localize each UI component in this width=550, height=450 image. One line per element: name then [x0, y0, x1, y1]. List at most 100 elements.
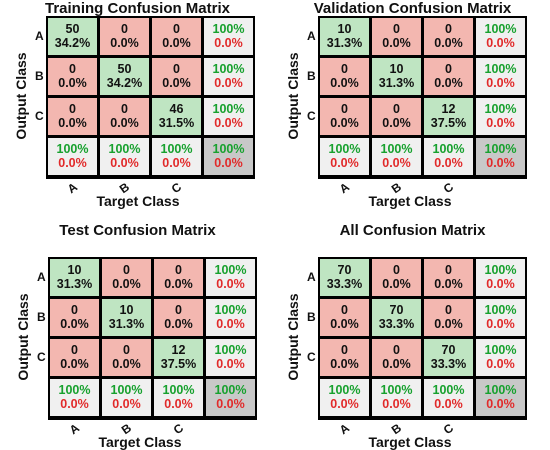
cell-percent: 0.0%	[162, 156, 191, 170]
row-tick-label: C	[35, 109, 44, 123]
row-tick-label: B	[307, 69, 316, 83]
cell-percent: 0.0%	[58, 116, 87, 130]
matrix-cell: 50 34.2%	[47, 17, 98, 56]
row-tick-label: A	[307, 270, 316, 284]
matrix-cell: 70 33.3%	[371, 298, 422, 337]
row-summary-cell: 100% 0.0%	[203, 17, 254, 56]
cell-percent: 0.0%	[214, 36, 243, 50]
cell-percent: 31.3%	[326, 36, 363, 50]
cell-value: 0	[341, 102, 348, 116]
cell-value: 100%	[484, 383, 517, 397]
matrix-cell: 50 34.2%	[99, 57, 150, 96]
col-summary-cell: 100% 0.0%	[423, 378, 474, 417]
cell-percent: 0.0%	[60, 397, 89, 411]
cell-percent: 31.3%	[108, 317, 145, 331]
cell-value: 0	[341, 343, 348, 357]
matrix-cell: 0 0.0%	[423, 258, 474, 297]
col-summary-cell: 100% 0.0%	[371, 378, 422, 417]
cell-value: 12	[441, 102, 456, 116]
overall-accuracy-cell: 100% 0.0%	[205, 378, 256, 417]
matrix-cell: 70 33.3%	[423, 338, 474, 377]
matrix-cell: 46 31.5%	[151, 97, 202, 136]
cell-value: 100%	[212, 142, 245, 156]
cell-percent: 0.0%	[486, 277, 515, 291]
matrix-cell: 70 33.3%	[319, 258, 370, 297]
cell-value: 10	[389, 62, 404, 76]
panel-title: Training Confusion Matrix	[44, 0, 230, 17]
cell-percent: 0.0%	[434, 317, 463, 331]
cell-value: 100%	[214, 343, 247, 357]
row-summary-cell: 100% 0.0%	[475, 298, 526, 337]
cell-value: 70	[441, 343, 456, 357]
col-summary-cell: 100% 0.0%	[153, 378, 204, 417]
col-summary-cell: 100% 0.0%	[371, 137, 422, 176]
cell-value: 46	[169, 102, 184, 116]
panel-title: Validation Confusion Matrix	[313, 0, 512, 17]
cell-value: 100%	[56, 142, 89, 156]
cell-percent: 0.0%	[110, 116, 139, 130]
cell-value: 100%	[484, 102, 517, 116]
matrix-cell: 0 0.0%	[319, 57, 370, 96]
confusion-grid: 10 31.3% 0 0.0% 0 0.0% 100% 0.0% 0 0.0% 10 31.3% 0 0.…	[48, 257, 257, 420]
row-summary-cell: 100% 0.0%	[203, 97, 254, 136]
cell-value: 100%	[380, 142, 413, 156]
overall-accuracy-cell: 100% 0.0%	[203, 137, 254, 176]
cell-value: 0	[445, 303, 452, 317]
confusion-grid: 10 31.3% 0 0.0% 0 0.0% 100% 0.0% 0 0.0% 10 31.3% 0 0.…	[318, 16, 527, 179]
matrix-cell: 10 31.3%	[101, 298, 152, 337]
cell-value: 0	[71, 343, 78, 357]
col-summary-cell: 100% 0.0%	[49, 378, 100, 417]
y-axis-label: Output Class	[285, 293, 301, 381]
col-summary-cell: 100% 0.0%	[99, 137, 150, 176]
cell-value: 100%	[484, 62, 517, 76]
cell-percent: 33.3%	[326, 277, 363, 291]
cell-value: 0	[71, 303, 78, 317]
cell-percent: 0.0%	[382, 397, 411, 411]
x-axis-label: Target Class	[98, 434, 182, 450]
cell-value: 0	[445, 263, 452, 277]
matrix-cell: 0 0.0%	[49, 338, 100, 377]
matrix-cell: 0 0.0%	[49, 298, 100, 337]
cell-value: 100%	[214, 263, 247, 277]
matrix-cell: 0 0.0%	[423, 57, 474, 96]
col-summary-cell: 100% 0.0%	[319, 378, 370, 417]
row-summary-cell: 100% 0.0%	[203, 57, 254, 96]
matrix-cell: 0 0.0%	[99, 97, 150, 136]
cell-percent: 31.3%	[378, 76, 415, 90]
cell-percent: 0.0%	[330, 397, 359, 411]
matrix-cell: 0 0.0%	[371, 338, 422, 377]
confusion-panel-0: Training Confusion Matrix Output Class Tar…	[0, 0, 275, 222]
cell-percent: 0.0%	[434, 76, 463, 90]
row-summary-cell: 100% 0.0%	[475, 17, 526, 56]
cell-percent: 0.0%	[434, 277, 463, 291]
cell-percent: 0.0%	[486, 317, 515, 331]
cell-value: 10	[119, 303, 134, 317]
cell-value: 0	[69, 102, 76, 116]
row-summary-cell: 100% 0.0%	[205, 258, 256, 297]
cell-percent: 37.5%	[160, 357, 197, 371]
confusion-grid: 50 34.2% 0 0.0% 0 0.0% 100% 0.0% 0 0.0% 50 34.2% 0 0.…	[46, 16, 255, 179]
col-summary-cell: 100% 0.0%	[151, 137, 202, 176]
cell-percent: 0.0%	[214, 116, 243, 130]
cell-value: 100%	[328, 383, 361, 397]
y-axis-label: Output Class	[285, 52, 301, 140]
cell-percent: 0.0%	[110, 36, 139, 50]
row-tick-label: B	[35, 69, 44, 83]
col-summary-cell: 100% 0.0%	[319, 137, 370, 176]
col-summary-cell: 100% 0.0%	[101, 378, 152, 417]
matrix-cell: 0 0.0%	[151, 17, 202, 56]
cell-value: 100%	[212, 102, 245, 116]
cell-percent: 0.0%	[164, 317, 193, 331]
cell-value: 100%	[58, 383, 91, 397]
cell-percent: 0.0%	[58, 76, 87, 90]
row-tick-label: B	[307, 310, 316, 324]
cell-percent: 0.0%	[486, 76, 515, 90]
cell-value: 100%	[214, 303, 247, 317]
matrix-cell: 10 31.3%	[319, 17, 370, 56]
cell-percent: 0.0%	[382, 156, 411, 170]
y-axis-label: Output Class	[13, 52, 29, 140]
cell-value: 0	[393, 102, 400, 116]
matrix-cell: 0 0.0%	[319, 97, 370, 136]
cell-value: 100%	[110, 383, 143, 397]
cell-percent: 31.3%	[56, 277, 93, 291]
